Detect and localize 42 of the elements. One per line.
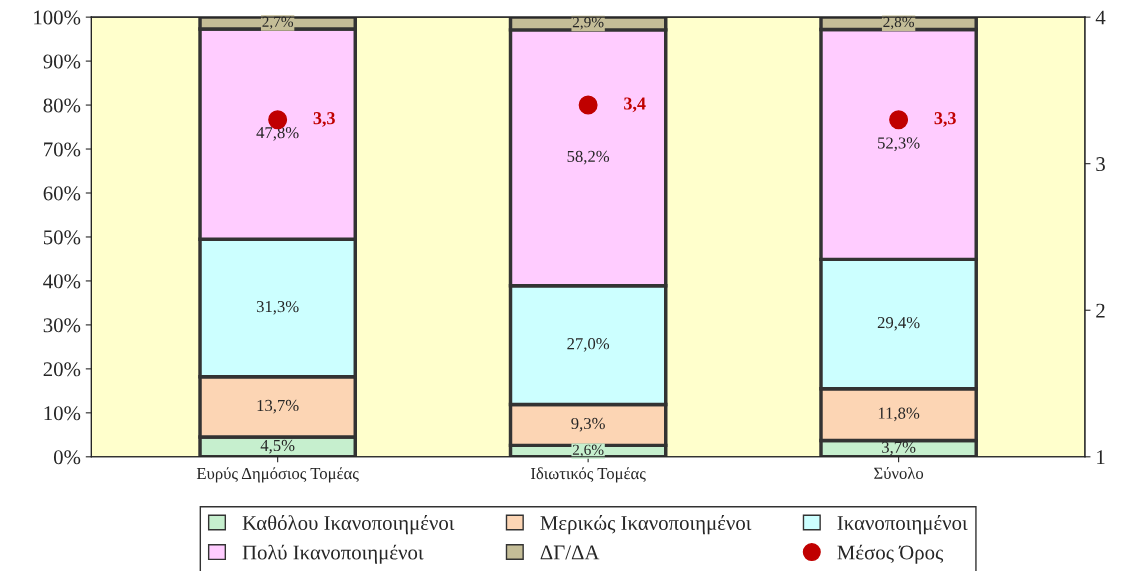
y-tick-label: 100%: [34, 10, 81, 25]
y-tick-label: 60%: [43, 186, 81, 201]
y-tick-label: 70%: [44, 142, 81, 157]
data-label: 2,8%: [883, 16, 914, 30]
data-label: 52,3%: [878, 137, 920, 151]
x-tick-label: Ευρύς Δημόσιος Τομέας: [196, 467, 359, 483]
y-tick-label: 20%: [43, 362, 81, 377]
y2-tick-label: 4: [1095, 10, 1106, 25]
data-label: 3,3: [313, 112, 335, 127]
data-label: 4,5%: [260, 439, 295, 454]
legend-label: Μερικώς Ικανοποιημένοι: [540, 515, 752, 535]
data-label: 2,6%: [572, 444, 604, 458]
y2-tick-label: 2: [1096, 303, 1105, 318]
y-tick-label: 0%: [53, 450, 81, 465]
y-tick-label: 30%: [43, 318, 81, 333]
data-label: 9,3%: [571, 417, 605, 432]
y-tick-label: 10%: [44, 406, 81, 421]
data-label: 31,3%: [256, 300, 299, 315]
data-label: 3,7%: [882, 441, 916, 456]
y-tick-label: 80%: [43, 98, 81, 113]
data-label: 3,4: [624, 97, 646, 113]
data-label: 2,7%: [262, 16, 294, 30]
x-tick-label: Σύνολο: [874, 467, 924, 479]
y-tick-label: 40%: [43, 274, 81, 289]
y2-tick-label: 3: [1096, 157, 1105, 172]
data-label: 3,3: [934, 112, 956, 127]
data-label: 2,9%: [572, 17, 604, 30]
data-label: 11,8%: [878, 407, 920, 422]
data-label: 13,7%: [257, 399, 299, 414]
y-tick-label: 90%: [43, 54, 81, 69]
x-tick-label: Ιδιωτικός Τομέας: [530, 467, 646, 483]
data-label: 47,8%: [256, 127, 299, 141]
legend-label: Μέσος Όρος: [837, 544, 944, 564]
data-label: 27,0%: [567, 338, 610, 352]
legend-label: Πολύ Ικανοποιημένοι: [242, 544, 424, 564]
data-label: 58,2%: [567, 150, 610, 165]
legend-label: Καθόλου Ικανοποιημένοι: [242, 515, 455, 535]
y2-tick-label: 1: [1097, 450, 1105, 465]
y-tick-label: 50%: [43, 230, 81, 245]
legend-label: Ικανοποιημένοι: [837, 515, 968, 535]
legend-label: ΔΓ/ΔΑ: [540, 545, 600, 560]
data-label: 29,4%: [877, 316, 920, 331]
